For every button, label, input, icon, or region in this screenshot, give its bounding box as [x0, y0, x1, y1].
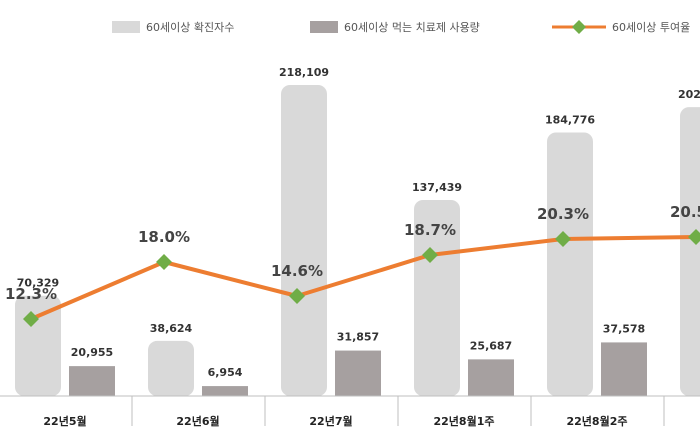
bar-label-treatment: 20,955 — [71, 346, 113, 359]
rate-marker — [289, 288, 305, 304]
bar-confirmed — [547, 132, 593, 397]
bar-label-treatment: 37,578 — [603, 322, 645, 335]
bar-label-confirmed: 38,624 — [150, 322, 193, 335]
rate-marker — [555, 231, 571, 247]
bar-treatment — [69, 366, 115, 396]
rate-marker — [156, 254, 172, 270]
legend-marker-rate — [572, 20, 586, 34]
rate-label: 20.5% — [670, 203, 700, 221]
bar-confirmed — [148, 340, 194, 396]
bar-label-treatment: 25,687 — [470, 339, 512, 352]
rate-marker — [23, 311, 39, 327]
legend-swatch-confirmed — [112, 21, 140, 33]
bar-confirmed — [281, 84, 327, 396]
x-axis: 22년5월22년6월22년7월22년8월1주22년8월2주22년8월3주 — [0, 395, 700, 428]
bar-treatment — [335, 350, 381, 396]
bar-label-confirmed: 137,439 — [412, 181, 462, 194]
rate-label: 18.0% — [138, 228, 190, 246]
rate-line — [30, 235, 697, 321]
legend-label-confirmed: 60세이상 확진자수 — [146, 21, 234, 34]
bar-confirmed — [680, 107, 700, 396]
x-tick-label: 22년8월2주 — [567, 414, 628, 428]
bar-confirmed — [414, 200, 460, 396]
x-tick-label: 22년8월1주 — [434, 414, 495, 428]
legend: 60세이상 확진자수 60세이상 먹는 치료제 사용량 60세이상 투여율 — [112, 20, 690, 34]
rate-label: 20.3% — [537, 205, 589, 223]
rate-label: 18.7% — [404, 221, 456, 239]
x-tick-label: 22년5월 — [43, 414, 86, 428]
bar-treatment — [468, 359, 514, 396]
line-layer — [23, 229, 700, 327]
bar-label-confirmed: 218,109 — [279, 66, 329, 79]
bar-label-confirmed: 70,329 — [17, 277, 59, 290]
legend-label-rate: 60세이상 투여율 — [612, 21, 690, 34]
bar-label-treatment: 31,857 — [337, 331, 379, 344]
rate-marker — [422, 247, 438, 263]
x-tick-label: 22년7월 — [309, 414, 352, 428]
x-tick-label: 22년6월 — [176, 414, 219, 428]
rate-label: 14.6% — [271, 262, 323, 280]
bar-label-confirmed: 202,595 — [678, 88, 700, 101]
bars-layer — [15, 84, 700, 397]
rate-label: 12.3% — [5, 285, 57, 303]
bar-label-confirmed: 184,776 — [545, 113, 595, 126]
labels-layer: 70,329 20,955 38,624 6,954 218,109 31,857 137,… — [5, 66, 700, 379]
legend-label-treatment: 60세이상 먹는 치료제 사용량 — [344, 21, 480, 34]
bar-treatment — [601, 342, 647, 396]
bar-treatment — [202, 386, 248, 396]
bar-label-treatment: 6,954 — [208, 366, 243, 379]
legend-swatch-treatment — [310, 21, 338, 33]
rate-marker — [688, 229, 700, 245]
